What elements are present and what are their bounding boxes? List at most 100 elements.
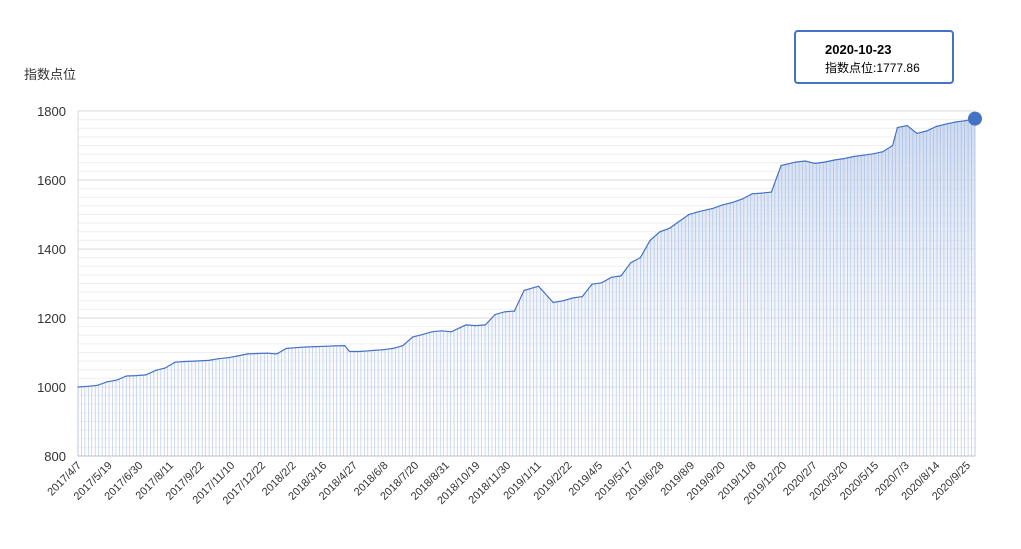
data-point	[344, 345, 346, 347]
y-tick-label: 1200	[37, 311, 66, 326]
data-point	[659, 231, 661, 233]
data-point	[315, 346, 317, 348]
data-point	[431, 331, 433, 333]
data-point	[441, 330, 443, 332]
data-point	[276, 353, 278, 355]
data-point	[620, 275, 622, 277]
data-point	[87, 385, 89, 387]
data-point	[761, 192, 763, 194]
data-point	[412, 336, 414, 338]
data-point	[892, 144, 894, 147]
data-point	[698, 211, 700, 213]
data-point	[305, 346, 307, 348]
data-point	[237, 355, 239, 357]
tooltip-value-line: 指数点位:1777.86	[825, 61, 920, 75]
data-point	[804, 160, 806, 162]
data-point	[712, 207, 714, 209]
data-point	[591, 283, 593, 285]
data-point	[218, 358, 220, 360]
data-point	[882, 151, 884, 153]
y-axis-title: 指数点位	[24, 67, 77, 82]
data-point	[125, 375, 128, 377]
data-point	[964, 120, 966, 122]
highlight-marker	[968, 111, 982, 126]
data-point	[368, 350, 370, 352]
data-point	[780, 164, 782, 167]
data-point	[504, 311, 506, 313]
data-point	[465, 324, 467, 326]
data-point	[77, 386, 79, 388]
data-point	[184, 360, 186, 363]
data-point	[872, 153, 874, 155]
data-point	[795, 161, 797, 163]
data-point	[96, 384, 98, 386]
data-point	[116, 379, 118, 381]
data-point	[610, 276, 613, 278]
data-point	[906, 124, 908, 127]
data-point	[814, 162, 816, 164]
data-point	[247, 353, 249, 355]
data-point	[862, 154, 865, 156]
data-point	[853, 155, 855, 158]
data-point	[722, 204, 724, 206]
data-point	[382, 349, 385, 351]
tooltip-value: 1777.86	[876, 61, 920, 75]
data-point	[256, 352, 258, 355]
data-point	[916, 132, 918, 134]
data-point	[678, 220, 680, 222]
data-point	[402, 345, 404, 347]
data-point	[955, 121, 957, 123]
data-point	[630, 262, 632, 264]
tooltip-date: 2020-10-23	[825, 42, 892, 57]
y-tick-label: 1600	[37, 173, 66, 188]
data-point	[392, 347, 394, 349]
data-point	[513, 310, 516, 312]
data-point	[155, 369, 157, 371]
data-point	[484, 324, 486, 326]
data-point	[227, 357, 229, 359]
y-tick-label: 1800	[37, 104, 66, 119]
data-point	[324, 345, 326, 347]
data-point	[945, 123, 947, 125]
tooltip-label: 指数点位	[825, 61, 874, 75]
data-point	[741, 198, 743, 200]
data-point	[770, 191, 773, 193]
data-point	[572, 297, 574, 299]
data-point	[358, 350, 360, 353]
data-point	[348, 350, 351, 353]
data-point	[106, 381, 108, 383]
data-point	[538, 285, 540, 287]
data-point	[843, 158, 845, 160]
data-point	[562, 300, 564, 302]
data-point	[639, 257, 642, 259]
data-point	[552, 301, 554, 304]
data-point	[145, 374, 147, 376]
data-point	[533, 287, 535, 289]
data-point	[135, 375, 137, 377]
data-point	[824, 161, 826, 163]
data-point	[581, 296, 583, 298]
data-point	[732, 201, 734, 203]
data-point	[164, 367, 166, 369]
data-point	[174, 361, 176, 363]
data-point	[668, 227, 671, 229]
data-point	[266, 352, 268, 354]
data-point	[523, 289, 525, 291]
data-point	[494, 314, 496, 316]
data-point	[208, 359, 210, 361]
data-point	[285, 347, 288, 349]
data-point	[833, 159, 836, 161]
tooltip: 2020-10-23 指数点位:1777.86	[794, 30, 954, 84]
data-point	[751, 193, 753, 195]
data-point	[896, 127, 899, 129]
data-point	[334, 345, 336, 347]
data-point	[373, 349, 375, 351]
data-point	[421, 334, 423, 336]
data-point	[601, 282, 603, 284]
data-point	[193, 360, 195, 362]
y-tick-label: 800	[44, 449, 66, 464]
data-point	[925, 130, 928, 132]
data-point	[300, 346, 302, 348]
data-point	[649, 239, 651, 241]
